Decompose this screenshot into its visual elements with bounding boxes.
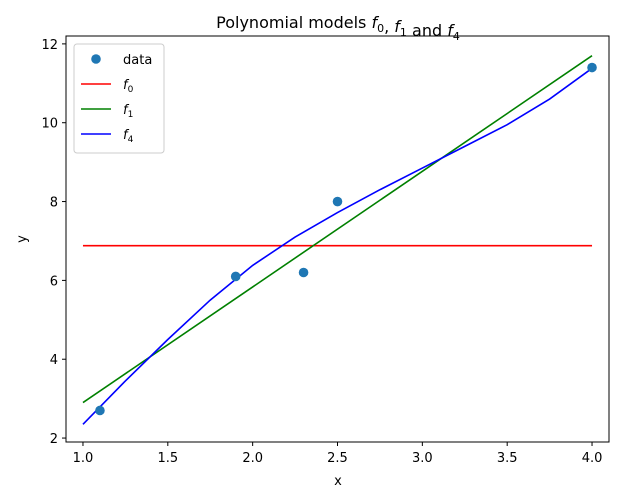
title-symbol: f <box>371 13 379 32</box>
data-point <box>298 267 309 278</box>
data-point <box>332 196 343 207</box>
legend: data f0 f1 f4 <box>73 43 165 154</box>
y-tick-label: 12 <box>41 38 58 53</box>
chart-title: Polynomial models f0, f1 and f4 <box>216 13 460 43</box>
title-symbol: f <box>447 21 455 40</box>
title-subscript: 1 <box>400 26 407 39</box>
legend-label-f1: f1 <box>123 103 133 120</box>
x-axis-label: x <box>334 474 342 489</box>
y-tick-label: 4 <box>50 353 58 368</box>
title-symbol: f <box>394 17 402 36</box>
legend-label-f4: f4 <box>123 128 134 145</box>
x-axis: 1.0 1.5 2.0 2.5 3.0 3.5 4.0 <box>73 442 603 466</box>
title-subscript: 0 <box>377 22 384 35</box>
x-tick-label: 2.5 <box>327 451 348 466</box>
y-axis-label: y <box>15 235 30 243</box>
y-tick-label: 6 <box>50 274 58 289</box>
x-tick-label: 3.0 <box>412 451 433 466</box>
y-tick-label: 8 <box>50 196 58 211</box>
x-tick-label: 3.5 <box>497 451 518 466</box>
legend-label-data: data <box>123 53 152 68</box>
y-tick-label: 2 <box>50 432 58 447</box>
x-tick-label: 1.5 <box>157 451 178 466</box>
legend-label-f0: f0 <box>123 78 134 95</box>
series-line-f1 <box>82 55 593 404</box>
plot-area <box>82 55 597 425</box>
title-separator: , <box>384 17 394 36</box>
data-point <box>587 62 597 73</box>
legend-box <box>73 43 165 154</box>
y-axis: 2 4 6 8 10 12 <box>41 38 66 447</box>
x-tick-label: 1.0 <box>73 451 94 466</box>
series-line-f4 <box>82 67 593 425</box>
title-text-main: Polynomial models <box>216 13 371 32</box>
data-point <box>95 405 105 416</box>
legend-marker-data <box>91 54 101 64</box>
data-point <box>230 271 241 282</box>
x-tick-label: 4.0 <box>582 451 603 466</box>
title-separator: and <box>407 21 447 40</box>
title: Polynomial models f0, f1 and f4 <box>216 13 460 43</box>
x-tick-label: 2.0 <box>242 451 263 466</box>
y-tick-label: 10 <box>41 117 58 132</box>
